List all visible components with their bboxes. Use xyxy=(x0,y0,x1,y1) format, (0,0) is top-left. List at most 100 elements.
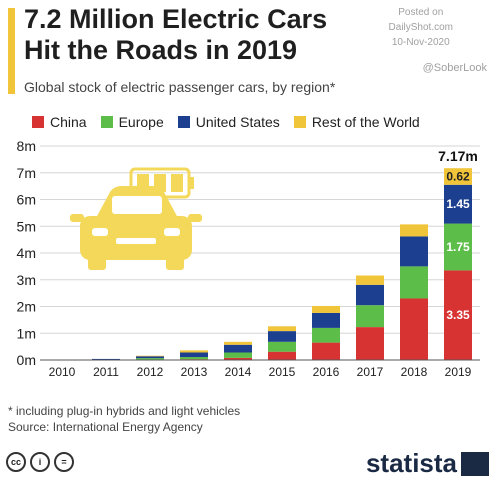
legend-item-china: China xyxy=(32,114,87,130)
x-tick-label: 2013 xyxy=(181,365,208,379)
y-tick-label: 3m xyxy=(17,272,36,288)
car-wheel-left xyxy=(88,258,106,270)
x-tick-label: 2014 xyxy=(225,365,252,379)
attribution-icon: i xyxy=(30,452,50,472)
car-headlight-right xyxy=(164,228,180,236)
y-tick-label: 7m xyxy=(17,165,36,181)
source-text: Source: International Energy Agency xyxy=(8,420,203,434)
x-tick-label: 2016 xyxy=(313,365,340,379)
y-tick-label: 1m xyxy=(17,325,36,341)
bar-data-label: 1.75 xyxy=(446,240,470,254)
y-tick-label: 8m xyxy=(17,138,36,154)
bar-segment xyxy=(400,298,428,360)
bar-data-label: 3.35 xyxy=(446,308,470,322)
bar-segment xyxy=(180,357,208,360)
y-tick-label: 6m xyxy=(17,192,36,208)
bar-segment xyxy=(444,270,472,360)
legend-label-china: China xyxy=(50,114,87,130)
posted-line-3: 10-Nov-2020 xyxy=(391,37,450,48)
x-tick-label: 2010 xyxy=(49,365,76,379)
bar-segment xyxy=(92,358,120,360)
battery-cell-3 xyxy=(171,174,183,192)
bar-segment xyxy=(136,356,164,359)
car-grille xyxy=(116,238,156,244)
legend-swatch-rest xyxy=(293,116,306,128)
posted-line-1: Posted on xyxy=(398,7,444,18)
bar-segment xyxy=(444,184,472,224)
bar-data-label: 1.45 xyxy=(446,197,470,211)
title-line-2: Hit the Roads in 2019 xyxy=(24,35,298,65)
bar-segment xyxy=(312,305,340,313)
y-tick-label: 2m xyxy=(17,299,36,315)
legend-label-rest: Rest of the World xyxy=(311,114,420,130)
battery-tip xyxy=(189,177,194,189)
x-tick-label: 2011 xyxy=(93,365,119,379)
total-label: 7.17m xyxy=(438,148,478,164)
legend-label-europe: Europe xyxy=(118,114,164,130)
bar-segment xyxy=(444,223,472,271)
car-icon xyxy=(70,186,202,270)
bar-segment xyxy=(224,352,252,358)
bar-segment xyxy=(268,351,296,360)
bar-segment xyxy=(400,236,428,267)
legend-swatch-us xyxy=(177,116,190,128)
no-derivatives-icon: = xyxy=(54,452,74,472)
y-tick-labels: 0m 1m 2m 3m 4m 5m 6m 7m 8m xyxy=(17,138,36,368)
bar-segment xyxy=(268,341,296,352)
bar-series: 3.35 1.75 1.45 0.62 7.17m xyxy=(92,148,478,361)
car-wheel-right xyxy=(166,258,184,270)
bar-segment xyxy=(356,327,384,360)
x-tick-label: 2017 xyxy=(357,365,384,379)
chart-subtitle: Global stock of electric passenger cars,… xyxy=(24,79,336,95)
statista-logo-icon xyxy=(461,452,489,476)
title-line-1: 7.2 Million Electric Cars xyxy=(24,4,328,34)
page-title: 7.2 Million Electric Cars Hit the Roads … xyxy=(24,4,327,66)
bar-segment xyxy=(312,312,340,328)
legend-swatch-europe xyxy=(100,116,113,128)
bar-segment xyxy=(268,326,296,332)
posted-on-note: Posted on DailyShot.com 10-Nov-2020 xyxy=(389,5,453,50)
chart-legend: China Europe United States Rest of the W… xyxy=(32,114,420,130)
y-tick-label: 5m xyxy=(17,218,36,234)
bar-segment xyxy=(444,168,472,185)
bar-segment xyxy=(400,266,428,299)
y-tick-label: 0m xyxy=(17,352,36,368)
car-mirror-left xyxy=(70,214,84,222)
footnote-block: * including plug-in hybrids and light ve… xyxy=(8,403,240,435)
legend-swatch-china xyxy=(32,116,44,128)
x-tick-label: 2012 xyxy=(137,365,164,379)
bar-segment xyxy=(312,342,340,360)
x-tick-label: 2018 xyxy=(401,365,428,379)
car-mirror-right xyxy=(188,214,202,222)
car-battery-illustration xyxy=(70,167,202,270)
bar-segment xyxy=(356,305,384,328)
x-tick-label: 2015 xyxy=(269,365,296,379)
license-icons: cc i = xyxy=(6,452,74,472)
title-accent-bar xyxy=(8,8,15,94)
bar-segment xyxy=(136,355,164,357)
x-tick-label: 2019 xyxy=(445,365,472,379)
bar-segment xyxy=(268,331,296,342)
bar-segment xyxy=(136,358,164,360)
bar-segment xyxy=(224,357,252,360)
legend-label-us: United States xyxy=(195,114,280,130)
chart-area: 0m 1m 2m 3m 4m 5m 6m 7m 8m 3.35 1.75 1.45 0.62 7.17m… xyxy=(17,138,480,379)
bar-segment xyxy=(400,224,428,237)
bar-segment xyxy=(224,344,252,353)
statista-logo: statista xyxy=(365,448,457,478)
legend-item-europe: Europe xyxy=(100,114,164,130)
footnote-text: * including plug-in hybrids and light ve… xyxy=(8,404,241,418)
bar-segment xyxy=(224,341,252,345)
car-windshield xyxy=(112,196,162,214)
car-headlight-left xyxy=(92,228,108,236)
sober-look-handle: @SoberLook xyxy=(422,62,487,74)
bar-segment xyxy=(356,275,384,285)
bar-data-label: 0.62 xyxy=(446,169,470,183)
bar-segment xyxy=(180,352,208,358)
x-tick-labels: 2010 2011 2012 2013 2014 2015 2016 2017 2018 2019 xyxy=(49,365,472,379)
legend-item-us: United States xyxy=(177,114,280,130)
bar-segment xyxy=(180,350,208,353)
posted-line-2: DailyShot.com xyxy=(388,22,453,33)
cc-icon: cc xyxy=(6,452,26,472)
bar-segment xyxy=(312,327,340,343)
